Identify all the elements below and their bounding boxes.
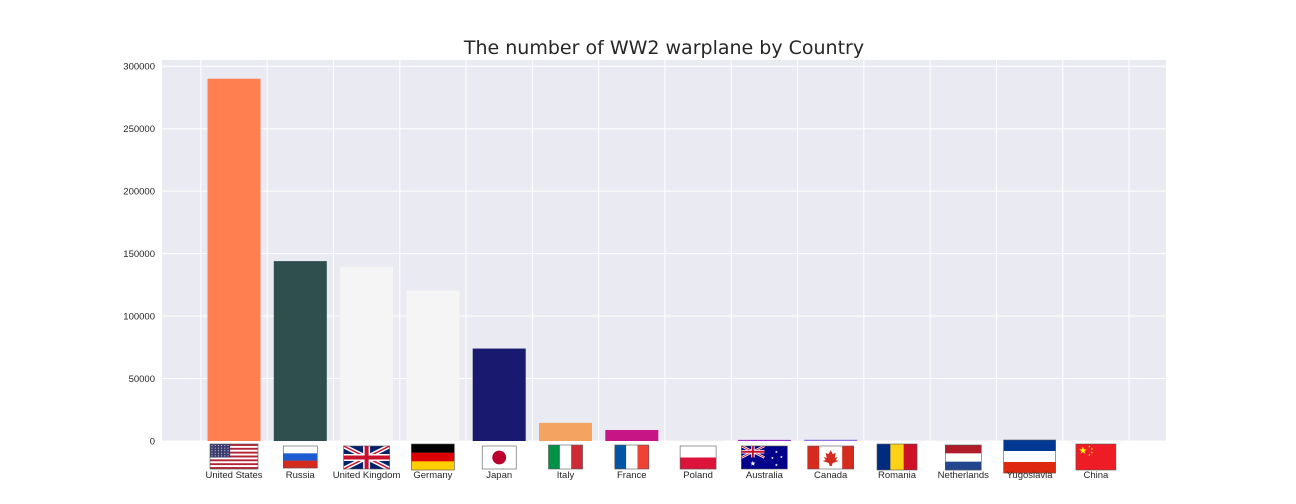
germany-flag-icon [411,443,455,471]
us-flag-icon [209,443,259,470]
x-tick-label: China [1083,470,1109,481]
x-tick-label: Russia [286,470,316,481]
y-axis-ticks: 0 50000 100000 150000 200000 250000 300000 [123,62,155,448]
bar-united-kingdom [340,266,394,441]
flags [209,439,1117,474]
canada-flag-icon [807,445,855,470]
bar-romania [870,440,924,442]
x-tick-label: France [617,470,647,481]
y-tick-label: 200000 [123,187,155,198]
bar-china [1069,440,1123,442]
bar-canada [804,439,858,441]
x-tick-label: Germany [413,470,452,481]
yugoslavia-flag-icon [1003,439,1056,474]
russia-flag-icon [282,445,318,469]
china-flag-icon [1075,443,1117,471]
italy-flag-icon [548,444,583,470]
bar-russia [273,261,327,441]
bar-japan [472,348,526,441]
plot-area [162,60,1166,441]
y-tick-label: 0 [150,437,155,448]
bar-france [605,430,659,441]
chart-title: The number of WW2 warplane by Country [463,37,864,59]
japan-flag-icon [481,445,517,470]
x-tick-label: Canada [814,470,848,481]
bar-australia [737,439,791,441]
romania-flag-icon [876,443,918,471]
bar-united-states [207,78,261,441]
x-tick-label: Yugoslavia [1007,470,1054,481]
x-tick-label: Japan [486,470,512,481]
y-tick-label: 50000 [129,374,155,385]
bar-italy [539,422,592,441]
x-tick-label: Netherlands [938,470,989,481]
y-tick-label: 150000 [123,249,155,260]
grid-lines [162,60,1166,442]
x-axis-labels: United States Russia United Kingdom Germany… [205,470,1109,481]
uk-flag-icon [342,443,391,472]
x-tick-label: United States [205,470,262,481]
y-tick-label: 250000 [123,124,155,135]
france-flag-icon [614,444,650,470]
bar-netherlands [936,440,990,442]
poland-flag-icon [679,445,717,470]
x-tick-label: Poland [683,470,713,481]
x-tick-label: United Kingdom [333,470,401,481]
australia-flag-icon [740,444,788,470]
y-tick-label: 100000 [123,312,155,323]
bar-germany [406,290,460,441]
bar-poland [671,440,725,442]
x-tick-label: Italy [557,470,575,481]
bars [207,78,1123,442]
x-tick-label: Australia [746,470,784,481]
netherlands-flag-icon [944,444,982,471]
x-tick-label: Romania [878,470,917,481]
y-tick-label: 300000 [123,62,155,73]
